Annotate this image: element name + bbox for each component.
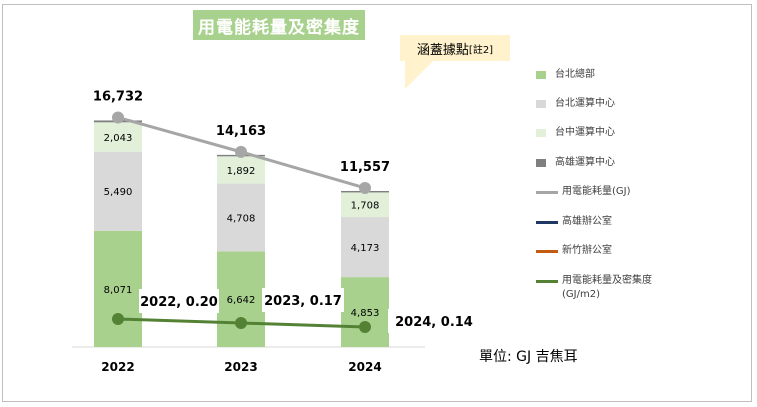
chart-title: 用電能耗量及密集度 <box>193 10 365 40</box>
x-tick-label: 2023 <box>224 360 257 374</box>
unit-label: 單位: GJ 吉焦耳 <box>479 349 578 365</box>
bar-value-label: 5,490 <box>104 187 133 198</box>
legend-swatch <box>536 280 558 283</box>
legend-swatch <box>536 250 558 253</box>
bar-value-label: 8,071 <box>104 285 133 296</box>
legend-swatch <box>536 71 546 79</box>
totals-point <box>359 181 371 194</box>
x-tick-label: 2022 <box>101 360 134 374</box>
legend-swatch <box>536 191 558 194</box>
legend-swatch <box>536 100 546 108</box>
intensity-label-box <box>262 288 344 312</box>
intensity-point <box>112 313 124 325</box>
legend-item: 用電能耗量(GJ) <box>536 185 662 199</box>
bar-segment <box>94 230 142 347</box>
bar-value-label: 6,642 <box>227 295 256 306</box>
bar-segment <box>94 122 142 152</box>
bar-value-label: 4,708 <box>227 213 256 224</box>
callout-note: [註2] <box>468 44 494 56</box>
bar-segment <box>217 251 265 347</box>
intensity-label: 2023, 0.17 <box>264 294 342 309</box>
legend-item: 高雄辦公室 <box>536 215 662 229</box>
intensity-label-box <box>139 289 219 313</box>
bar-value-label: 1,892 <box>227 166 256 177</box>
legend-item: 台北總部 <box>536 68 655 82</box>
bar-value-label: 1,708 <box>351 201 380 212</box>
legend-item: 台北運算中心 <box>536 97 655 111</box>
legend-label: 用電能耗量(GJ) <box>562 186 631 197</box>
totals-label: 16,732 <box>93 89 143 104</box>
bar-value-label: 4,173 <box>351 243 380 254</box>
intensity-point <box>359 320 371 333</box>
legend-label: 台北運算中心 <box>555 98 615 109</box>
bar-segment <box>341 192 389 218</box>
legend-item: 新竹辦公室 <box>536 244 662 258</box>
legend-label: 台中運算中心 <box>555 127 615 138</box>
bar-segment <box>94 151 142 231</box>
x-tick-label: 2024 <box>348 360 381 374</box>
callout-tail <box>405 61 433 89</box>
legend-label: 台北總部 <box>555 69 595 80</box>
totals-point <box>235 145 247 158</box>
bar-segment <box>217 156 265 184</box>
bar-segment <box>341 217 389 278</box>
callout-main: 涵蓋據點 <box>416 42 469 58</box>
legend-item: 台中運算中心 <box>536 126 655 140</box>
bar-value-label: 4,853 <box>351 308 380 319</box>
legend-label: 用電能耗量及密集度(GJ/m2) <box>562 275 652 300</box>
legend-label: 高雄運算中心 <box>555 157 615 168</box>
bar-value-label: 2,043 <box>104 133 133 144</box>
totals-point <box>112 111 124 124</box>
totals-label: 14,163 <box>216 124 266 139</box>
bar-segment <box>341 277 389 347</box>
intensity-label: 2022, 0.20 <box>140 295 218 310</box>
intensity-point <box>235 316 247 329</box>
legend-swatch <box>536 221 558 224</box>
legend-label: 高雄辦公室 <box>562 216 612 227</box>
legend-label: 新竹辦公室 <box>562 245 612 256</box>
legend-item: 用電能耗量及密集度(GJ/m2) <box>536 274 662 302</box>
legend-item: 高雄運算中心 <box>536 156 655 170</box>
chart-frame <box>2 4 752 402</box>
intensity-label: 2024, 0.14 <box>395 315 473 330</box>
coverage-callout: 涵蓋據點 [註2] <box>400 35 510 61</box>
legend-swatch <box>536 159 546 167</box>
legend-swatch <box>536 129 546 137</box>
intensity-label-box <box>388 309 480 333</box>
bar-segment <box>217 183 265 252</box>
totals-label: 11,557 <box>340 160 390 175</box>
